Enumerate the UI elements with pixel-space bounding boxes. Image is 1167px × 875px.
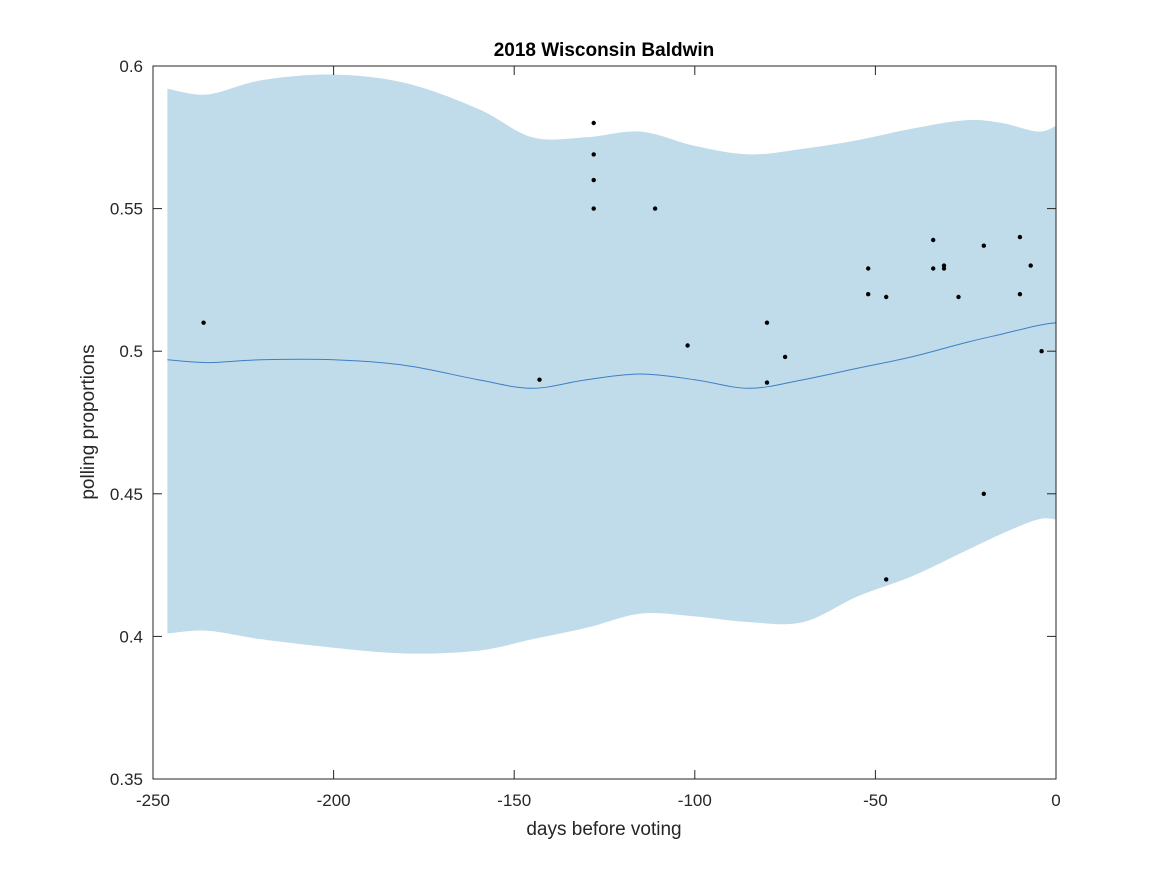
plot-area bbox=[167, 74, 1057, 654]
data-point bbox=[652, 206, 658, 211]
x-tick-label: 0 bbox=[1051, 791, 1060, 810]
data-point bbox=[931, 237, 936, 243]
x-axis-label: days before voting bbox=[526, 819, 681, 840]
y-tick-label: 0.45 bbox=[110, 485, 143, 504]
confidence-band bbox=[167, 74, 1056, 654]
y-tick-label: 0.55 bbox=[110, 200, 143, 219]
data-point bbox=[591, 152, 596, 157]
x-tick-label: -150 bbox=[497, 791, 531, 810]
data-point bbox=[782, 354, 788, 360]
data-point bbox=[931, 266, 936, 271]
data-point bbox=[981, 243, 986, 248]
data-point bbox=[884, 577, 889, 582]
x-tick-label: -100 bbox=[678, 791, 712, 810]
data-point bbox=[884, 294, 889, 300]
data-points bbox=[201, 120, 1044, 582]
y-tick-label: 0.5 bbox=[119, 342, 143, 361]
data-point bbox=[1039, 349, 1044, 354]
x-tick-label: -50 bbox=[863, 791, 888, 810]
data-point bbox=[866, 292, 871, 297]
data-point bbox=[1028, 263, 1033, 268]
data-point bbox=[201, 320, 206, 325]
y-tick-label: 0.6 bbox=[119, 57, 143, 76]
data-point bbox=[981, 491, 986, 496]
data-point bbox=[591, 177, 596, 183]
axes-box bbox=[152, 65, 1057, 780]
data-point bbox=[764, 320, 770, 325]
x-tick-label: -250 bbox=[136, 791, 170, 810]
y-tick-label: 0.4 bbox=[119, 627, 143, 646]
data-point bbox=[591, 206, 596, 211]
y-axis-label: polling proportions bbox=[78, 344, 99, 499]
chart-title: 2018 Wisconsin Baldwin bbox=[494, 40, 715, 61]
x-tick-label: -200 bbox=[317, 791, 351, 810]
data-point bbox=[956, 294, 961, 300]
data-point bbox=[685, 343, 690, 348]
trend-line bbox=[167, 322, 1057, 389]
data-point bbox=[1017, 234, 1023, 240]
data-point bbox=[591, 120, 596, 126]
data-point bbox=[537, 377, 542, 382]
data-point bbox=[1017, 292, 1023, 297]
data-point bbox=[866, 266, 871, 271]
axis-ticks: -250 -200 -150 -100 -50 0 0.35 0.4 0.45 0.5 0.55 0.… bbox=[110, 57, 1061, 810]
data-point bbox=[764, 380, 770, 385]
y-tick-label: 0.35 bbox=[110, 770, 143, 789]
data-point bbox=[941, 266, 947, 271]
